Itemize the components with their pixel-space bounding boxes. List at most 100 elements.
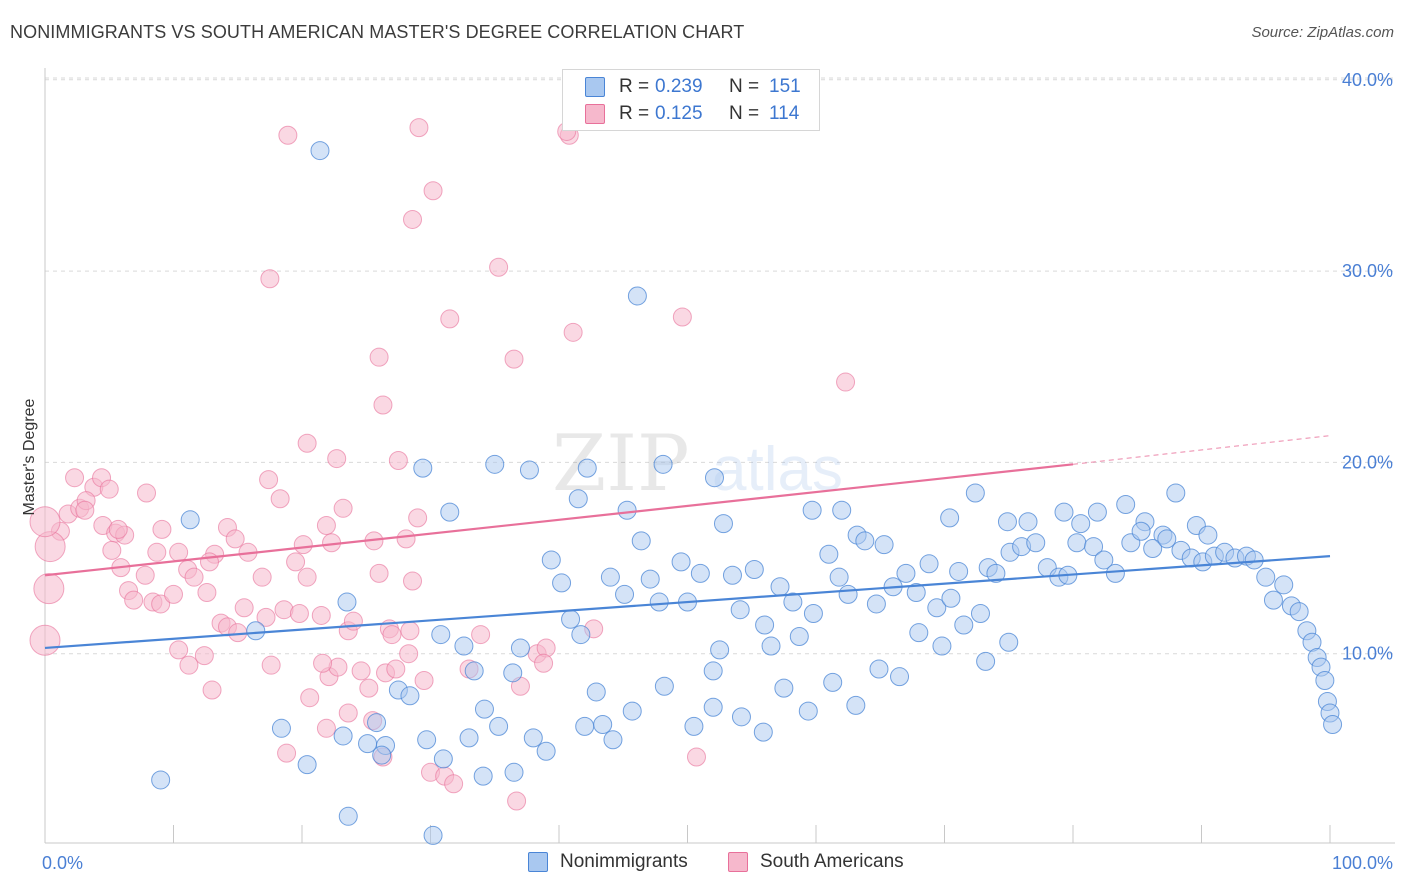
data-point-nonimmigrants	[575, 716, 595, 736]
data-point-nonimmigrants	[970, 604, 990, 624]
data-point-nonimmigrants	[869, 659, 889, 679]
data-point-south-americans	[297, 433, 317, 453]
data-point-south-americans	[297, 567, 317, 587]
data-point-nonimmigrants	[789, 626, 809, 646]
trend-line-nonimmigrants	[44, 555, 1331, 650]
data-point-south-americans	[33, 573, 65, 605]
data-point-nonimmigrants	[819, 544, 839, 564]
legend-r-value: 0.239	[655, 76, 703, 97]
legend-n-value: 151	[769, 76, 801, 97]
data-point-nonimmigrants	[1198, 525, 1218, 545]
data-point-nonimmigrants	[761, 636, 781, 656]
data-point-nonimmigrants	[423, 825, 443, 845]
source-credit: Source: ZipAtlas.com	[1251, 24, 1394, 41]
data-point-south-americans	[686, 747, 706, 767]
data-point-nonimmigrants	[338, 806, 358, 826]
data-point-south-americans	[65, 468, 85, 488]
data-point-nonimmigrants	[1084, 537, 1104, 557]
data-point-nonimmigrants	[866, 594, 886, 614]
data-point-nonimmigrants	[1105, 563, 1125, 583]
tick-labels: 10.0% 20.0% 30.0% 40.0% 0.0% 100.0%	[42, 70, 1393, 873]
data-point-nonimmigrants	[1263, 590, 1283, 610]
data-point-south-americans	[169, 542, 189, 562]
correlation-legend: R = 0.239 N = 151 R = 0.125 N = 114	[562, 69, 820, 131]
data-point-south-americans	[260, 269, 280, 289]
data-point-nonimmigrants	[631, 531, 651, 551]
data-point-nonimmigrants	[246, 621, 266, 641]
data-point-nonimmigrants	[464, 661, 484, 681]
x-tick-label: 0.0%	[42, 853, 83, 873]
data-point-south-americans	[327, 449, 347, 469]
data-point-south-americans	[351, 661, 371, 681]
data-point-nonimmigrants	[337, 592, 357, 612]
data-point-south-americans	[338, 703, 358, 723]
data-point-south-americans	[256, 607, 276, 627]
data-point-south-americans	[423, 181, 443, 201]
legend-r-label: R =	[619, 76, 650, 97]
data-point-south-americans	[359, 678, 379, 698]
data-point-nonimmigrants	[774, 678, 794, 698]
data-point-nonimmigrants	[965, 483, 985, 503]
data-point-south-americans	[194, 646, 214, 666]
data-point-nonimmigrants	[744, 560, 764, 580]
data-point-nonimmigrants	[896, 563, 916, 583]
data-point-nonimmigrants	[627, 286, 647, 306]
data-point-south-americans	[252, 567, 272, 587]
data-point-south-americans	[152, 519, 172, 539]
data-point-south-americans	[388, 450, 408, 470]
data-point-nonimmigrants	[1054, 502, 1074, 522]
data-point-south-americans	[382, 625, 402, 645]
data-point-nonimmigrants	[1116, 494, 1136, 514]
data-point-nonimmigrants	[997, 512, 1017, 532]
data-point-south-americans	[400, 621, 420, 641]
data-point-nonimmigrants	[731, 707, 751, 727]
data-point-nonimmigrants	[1315, 670, 1335, 690]
data-point-nonimmigrants	[999, 632, 1019, 652]
data-point-south-americans	[403, 571, 423, 591]
data-point-nonimmigrants	[703, 661, 723, 681]
data-point-nonimmigrants	[823, 672, 843, 692]
legend-swatch-blue	[585, 77, 605, 97]
data-point-nonimmigrants	[473, 766, 493, 786]
data-point-nonimmigrants	[1256, 567, 1276, 587]
data-point-south-americans	[75, 500, 95, 520]
data-point-south-americans	[534, 653, 554, 673]
data-point-nonimmigrants	[829, 567, 849, 587]
y-tick-label: 20.0%	[1342, 452, 1393, 472]
data-point-south-americans	[135, 565, 155, 585]
data-point-south-americans	[29, 624, 61, 656]
data-point-south-americans	[278, 125, 298, 145]
legend-swatch-pink	[585, 104, 605, 124]
data-point-nonimmigrants	[367, 713, 387, 733]
data-point-nonimmigrants	[690, 563, 710, 583]
data-point-south-americans	[202, 680, 222, 700]
data-point-nonimmigrants	[753, 722, 773, 742]
data-point-nonimmigrants	[649, 592, 669, 612]
data-point-nonimmigrants	[654, 676, 674, 696]
data-point-nonimmigrants	[874, 535, 894, 555]
data-point-south-americans	[311, 605, 331, 625]
data-point-nonimmigrants	[615, 584, 635, 604]
watermark-atlas: atlas	[712, 435, 843, 504]
data-point-nonimmigrants	[802, 500, 822, 520]
legend-n-label: N =	[729, 103, 760, 124]
data-point-nonimmigrants	[561, 609, 581, 629]
data-point-south-americans	[199, 552, 219, 572]
legend-item-south-americans[interactable]: South Americans	[728, 851, 904, 873]
data-point-nonimmigrants	[1289, 602, 1309, 622]
data-point-south-americans	[836, 372, 856, 392]
data-point-nonimmigrants	[271, 718, 291, 738]
data-point-nonimmigrants	[640, 569, 660, 589]
legend-n-value: 114	[769, 103, 800, 124]
legend-item-nonimmigrants[interactable]: Nonimmigrants	[528, 851, 688, 873]
data-point-nonimmigrants	[653, 454, 673, 474]
legend-r-value: 0.125	[655, 103, 703, 124]
data-point-south-americans	[99, 479, 119, 499]
data-point-south-americans	[197, 582, 217, 602]
data-point-nonimmigrants	[803, 604, 823, 624]
data-point-nonimmigrants	[1244, 550, 1264, 570]
data-point-nonimmigrants	[703, 697, 723, 717]
series-south-americans	[29, 118, 856, 811]
data-point-nonimmigrants	[1026, 533, 1046, 553]
data-point-nonimmigrants	[489, 716, 509, 736]
